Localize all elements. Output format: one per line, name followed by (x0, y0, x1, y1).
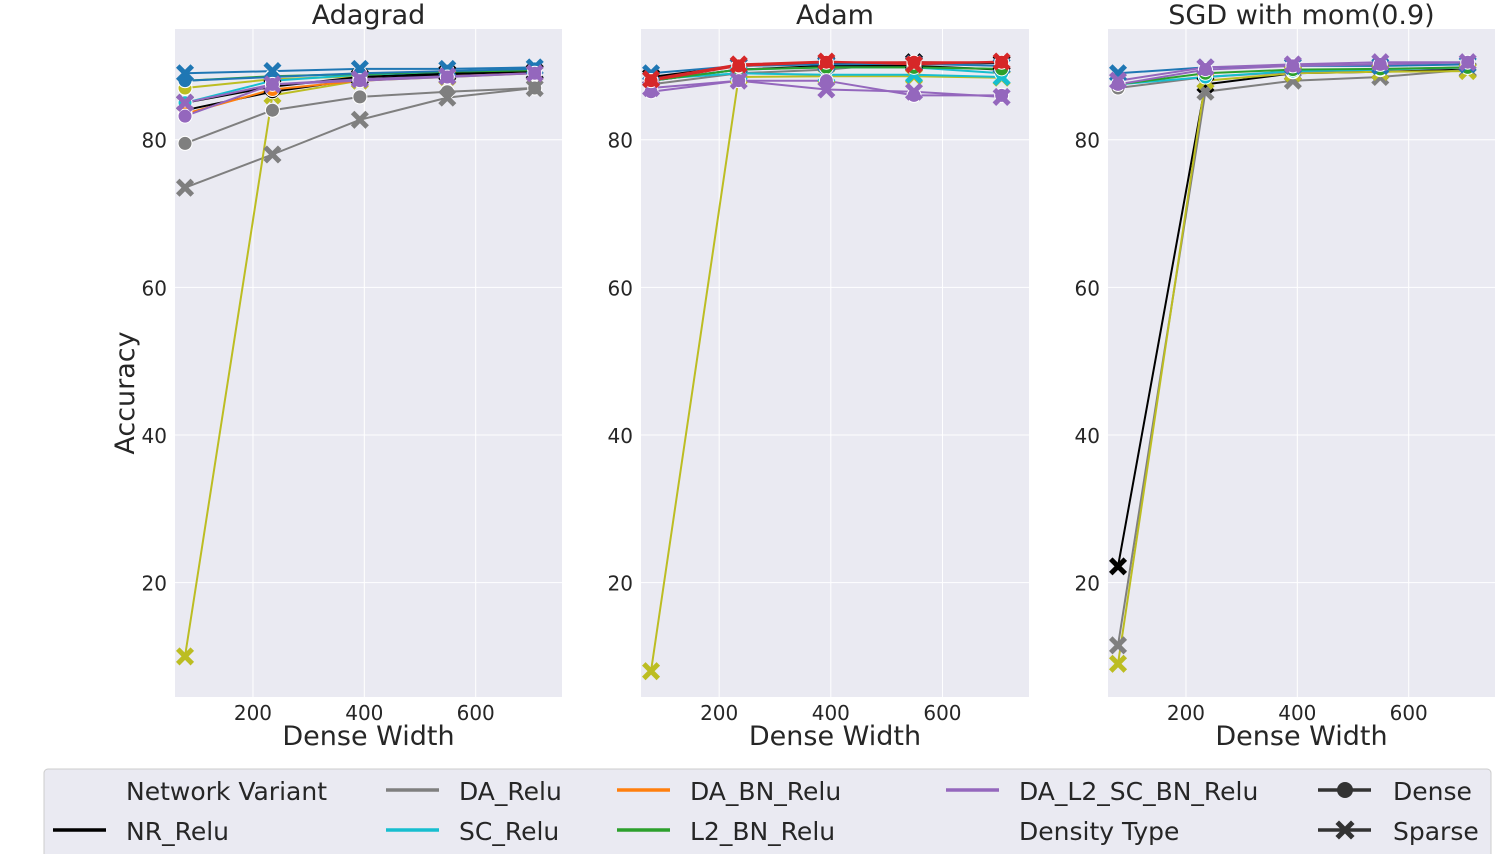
data-point (175, 93, 195, 112)
data-point (992, 87, 1011, 106)
data-point (263, 62, 282, 81)
data-point (350, 70, 369, 89)
plot-area (641, 29, 1029, 697)
legend-item: DA_BN_Relu (617, 777, 841, 806)
x-tick-label: 400 (1278, 701, 1316, 725)
y-tick-label: 80 (608, 129, 633, 153)
legend-label: DA_BN_Relu (690, 777, 841, 806)
legend-item: Dense (1318, 777, 1472, 806)
legend-label: Network Variant (126, 777, 327, 806)
data-point (817, 80, 836, 99)
chart-title: SGD with mom(0.9) (1168, 0, 1434, 31)
y-tick-label: 60 (608, 276, 633, 300)
y-tick-label: 80 (1075, 129, 1100, 153)
y-tick-label: 20 (142, 572, 167, 596)
chart-panel-0: 20 40 60 80 200 400 600 Adagrad Dense Width Accur… (110, 0, 562, 752)
y-axis-label: Accuracy (110, 331, 141, 454)
legend-item: DA_Relu (386, 777, 562, 806)
data-point (1108, 636, 1128, 655)
data-point (177, 108, 193, 124)
data-point (175, 64, 195, 83)
x-tick-label: 200 (1167, 701, 1205, 725)
legend-label: NR_Relu (126, 817, 229, 846)
data-point (904, 55, 924, 74)
x-tick-label: 400 (345, 701, 383, 725)
data-point (1283, 55, 1302, 74)
data-point (525, 79, 544, 98)
data-point (1196, 82, 1215, 101)
data-point (263, 145, 282, 164)
x-tick-label: 600 (457, 701, 495, 725)
legend-label: L2_BN_Relu (690, 817, 835, 846)
data-point (642, 662, 661, 681)
y-tick-label: 60 (1075, 276, 1100, 300)
legend-label: Dense (1393, 777, 1472, 806)
data-point (175, 178, 195, 197)
legend: Network Variant NR_Relu DA_Relu SC_Relu DA_B… (43, 768, 1492, 858)
x-tick-label: 200 (234, 701, 272, 725)
y-tick-label: 20 (1075, 572, 1100, 596)
data-point (263, 75, 282, 94)
legend-label: DA_L2_SC_BN_Relu (1019, 777, 1258, 806)
data-point (438, 67, 457, 86)
chart-title: Adam (796, 0, 874, 31)
data-point (729, 55, 748, 74)
data-point (1458, 53, 1477, 72)
chart-panel-1: 20 40 60 80 200 400 600 Adam Dense Width (608, 0, 1029, 752)
plot-area (1108, 29, 1495, 697)
plot-area (175, 29, 562, 697)
data-point (438, 88, 457, 107)
data-point (642, 70, 661, 89)
data-point (1196, 58, 1215, 77)
data-point (992, 52, 1011, 71)
y-tick-label: 40 (1075, 424, 1100, 448)
x-tick-label: 400 (812, 701, 850, 725)
legend-item: Network Variant (126, 777, 327, 806)
x-axis-label: Dense Width (749, 721, 921, 752)
data-point (1371, 53, 1390, 72)
data-point (175, 647, 195, 666)
x-tick-label: 600 (923, 701, 961, 725)
y-tick-label: 60 (142, 276, 167, 300)
legend-label: Sparse (1393, 817, 1479, 846)
x-tick-label: 600 (1390, 701, 1428, 725)
x-axis-label: Dense Width (282, 721, 454, 752)
data-point (904, 82, 924, 101)
legend-marker (1337, 782, 1353, 798)
legend-label: DA_Relu (459, 777, 562, 806)
data-point (729, 71, 748, 90)
data-point (1108, 654, 1128, 673)
legend-item: Sparse (1318, 817, 1479, 846)
legend-item: DA_L2_SC_BN_Relu (946, 777, 1258, 806)
data-point (525, 64, 544, 83)
chart-panel-2: 20 40 60 80 200 400 600 SGD with mom(0.9) Dense … (1075, 0, 1495, 752)
data-point (350, 110, 369, 129)
data-point (177, 135, 193, 151)
data-point (352, 89, 368, 105)
y-tick-label: 40 (608, 424, 633, 448)
legend-item: SC_Relu (386, 817, 559, 846)
legend-marker (1335, 820, 1355, 840)
legend-item: L2_BN_Relu (617, 817, 835, 846)
y-tick-label: 20 (608, 572, 633, 596)
x-axis-label: Dense Width (1215, 721, 1387, 752)
data-point (1108, 71, 1128, 90)
legend-label: Density Type (1019, 817, 1179, 846)
y-tick-label: 40 (142, 424, 167, 448)
data-point (1108, 557, 1128, 576)
data-point (264, 102, 280, 118)
legend-label: SC_Relu (459, 817, 559, 846)
legend-item: NR_Relu (53, 817, 229, 846)
data-point (817, 52, 836, 71)
chart-title: Adagrad (312, 0, 426, 31)
legend-item: Density Type (1019, 817, 1179, 846)
y-tick-label: 80 (142, 129, 167, 153)
x-tick-label: 200 (700, 701, 738, 725)
